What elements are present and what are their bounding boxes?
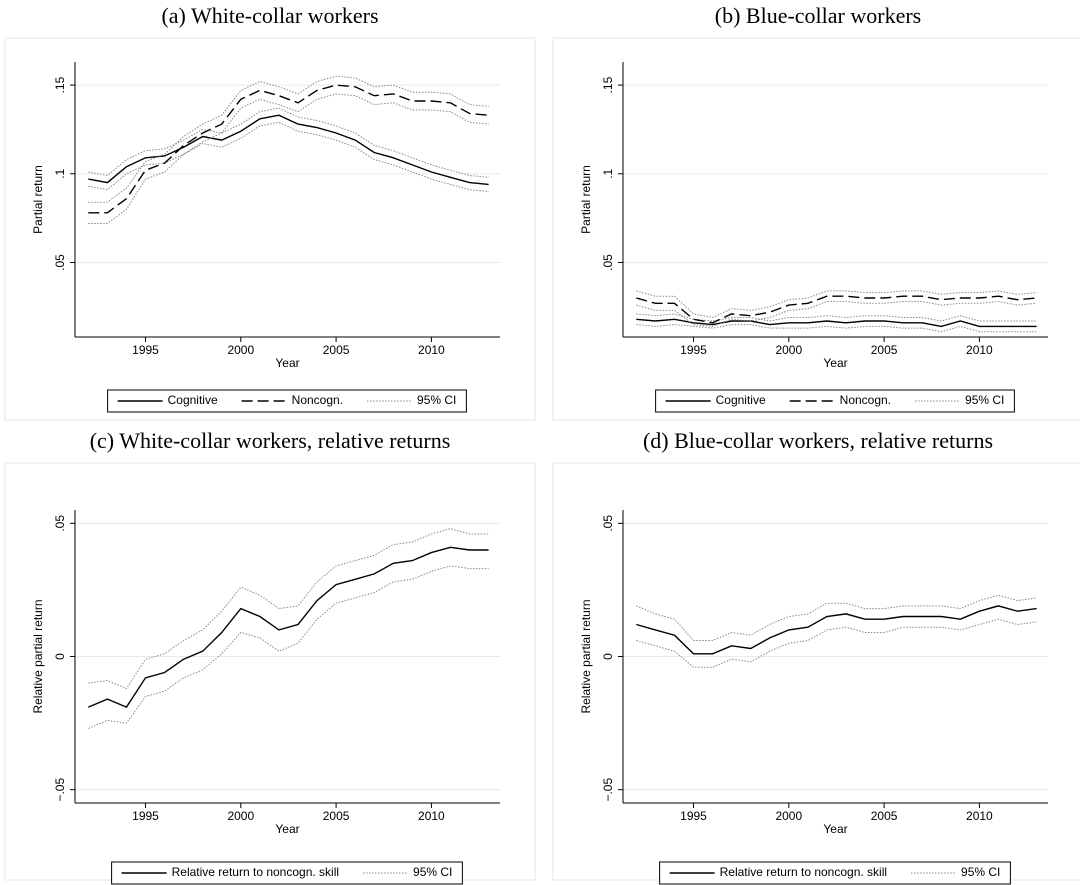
ci-line	[636, 324, 1037, 333]
x-tick-label: 2010	[418, 343, 445, 357]
panel-frame	[4, 37, 536, 421]
legend-label: 95% CI	[961, 865, 1000, 879]
legend-label: 95% CI	[413, 865, 452, 879]
y-axis-label: Relative partial return	[579, 599, 593, 713]
ci-line	[636, 300, 1037, 327]
legend-label: Cognitive	[716, 393, 766, 407]
ci-line	[636, 290, 1037, 319]
ci-line	[636, 618, 1037, 668]
x-tick-label: 2010	[966, 809, 993, 823]
x-tick-label: 2005	[323, 343, 350, 357]
legend-label: Noncogn.	[292, 393, 343, 407]
ci-line	[88, 565, 489, 729]
y-tick-label: .05	[53, 515, 67, 532]
panel-title: (c) White-collar workers, relative retur…	[90, 428, 451, 453]
legend: Relative return to noncogn. skill 95% CI	[121, 865, 452, 879]
series-line	[88, 84, 489, 214]
x-tick-label: 2005	[323, 809, 350, 823]
panel-title: (b) Blue-collar workers	[715, 3, 921, 28]
legend-label: 95% CI	[417, 393, 456, 407]
series-line	[636, 318, 1037, 328]
legend: Cognitive Noncogn. 95% CI	[665, 393, 1004, 407]
panel-title: (a) White-collar workers	[161, 3, 378, 28]
legend-box	[655, 389, 1015, 413]
legend-box	[107, 389, 467, 413]
ci-line	[88, 121, 489, 192]
x-tick-label: 2005	[871, 809, 898, 823]
x-tick-label: 1995	[132, 809, 159, 823]
legend-label: Noncogn.	[840, 393, 891, 407]
y-axis-label: Partial return	[579, 165, 593, 234]
legend-label: Relative return to noncogn. skill	[172, 865, 339, 879]
x-axis-label: Year	[275, 356, 299, 370]
panel-title: (d) Blue-collar workers, relative return…	[643, 428, 993, 453]
x-tick-label: 2000	[227, 809, 254, 823]
x-tick-label: 2000	[775, 343, 802, 357]
x-axis-label: Year	[823, 356, 847, 370]
y-tick-label: .05	[53, 254, 67, 271]
x-tick-label: 2005	[871, 343, 898, 357]
y-tick-label: −.05	[601, 778, 615, 802]
ci-line	[88, 93, 489, 224]
ci-line	[88, 528, 489, 690]
legend-box	[111, 861, 463, 885]
series-line	[88, 114, 489, 186]
y-axis-label: Relative partial return	[31, 599, 45, 713]
x-tick-label: 1995	[680, 809, 707, 823]
panel-frame	[552, 462, 1080, 881]
ci-line	[636, 313, 1037, 322]
y-tick-label: .15	[601, 76, 615, 93]
y-tick-label: 0	[53, 653, 67, 660]
y-tick-label: 0	[601, 653, 615, 660]
y-tick-label: .1	[601, 168, 615, 178]
panel-frame	[552, 37, 1080, 421]
legend-label: 95% CI	[965, 393, 1004, 407]
x-tick-label: 2010	[418, 809, 445, 823]
x-tick-label: 2000	[227, 343, 254, 357]
ci-line	[636, 594, 1037, 641]
y-tick-label: .05	[601, 515, 615, 532]
series-line	[636, 295, 1037, 324]
x-tick-label: 2010	[966, 343, 993, 357]
y-tick-label: −.05	[53, 778, 67, 802]
x-tick-label: 1995	[132, 343, 159, 357]
y-tick-label: .1	[53, 168, 67, 178]
y-tick-label: .15	[53, 76, 67, 93]
legend: Cognitive Noncogn. 95% CI	[117, 393, 456, 407]
series-line	[636, 605, 1037, 655]
x-axis-label: Year	[823, 822, 847, 836]
legend-box	[659, 861, 1011, 885]
legend-label: Cognitive	[168, 393, 218, 407]
ci-line	[88, 107, 489, 178]
y-tick-label: .05	[601, 254, 615, 271]
panel-frame	[4, 462, 536, 881]
y-axis-label: Partial return	[31, 165, 45, 234]
series-line	[88, 546, 489, 708]
legend: Relative return to noncogn. skill 95% CI	[669, 865, 1000, 879]
x-tick-label: 1995	[680, 343, 707, 357]
x-axis-label: Year	[275, 822, 299, 836]
x-tick-label: 2000	[775, 809, 802, 823]
legend-label: Relative return to noncogn. skill	[720, 865, 887, 879]
ci-line	[88, 75, 489, 203]
